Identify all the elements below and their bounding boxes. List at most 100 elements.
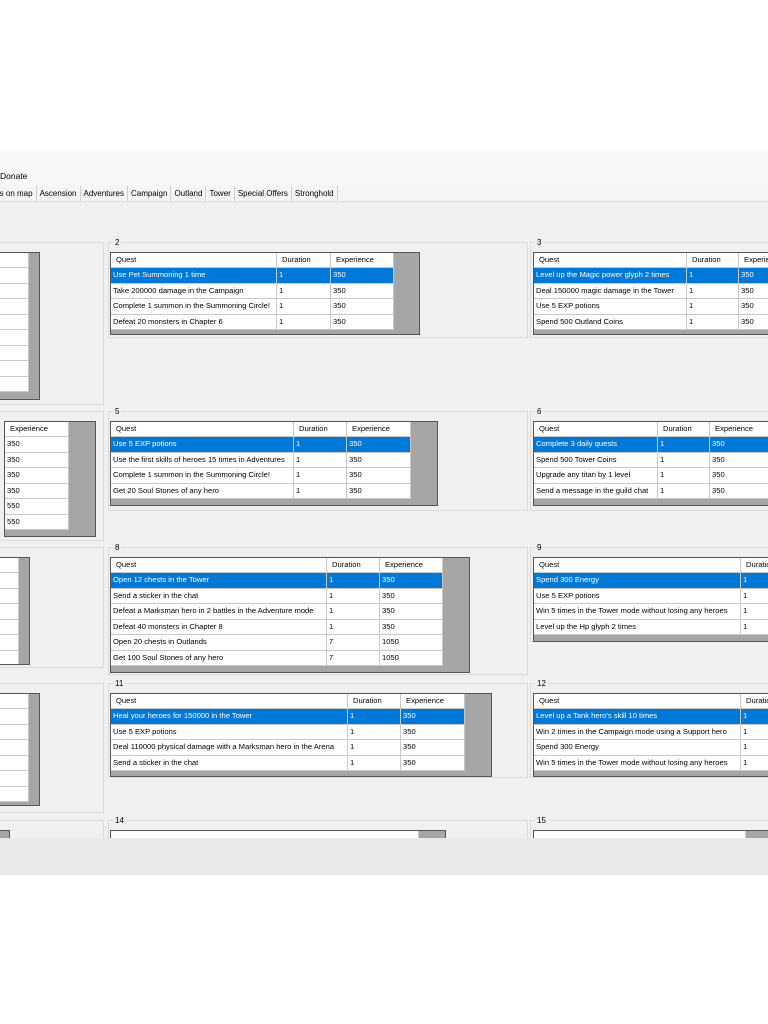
grid-cell[interactable]: Send a sticker in the chat [111,755,348,771]
grid-cell[interactable]: 350 [401,709,465,725]
tab[interactable]: Stronghold [292,186,338,201]
grid-cell[interactable]: 350 [739,268,768,284]
grid-cell[interactable]: 350 [401,724,465,740]
grid-cell[interactable]: Use 5 EXP potions [534,588,741,604]
grid-cell[interactable]: 350 [5,437,69,453]
grid-cell[interactable]: 350 [331,268,394,284]
grid-cell[interactable]: 1 [348,709,401,725]
grid-cell[interactable]: 1 [348,740,401,756]
grid-cell[interactable]: 350 [5,468,69,484]
grid-cell[interactable]: 1 [741,573,768,589]
grid-cell[interactable]: 350 [380,573,443,589]
grid-cell[interactable]: 350 [739,283,768,299]
grid-cell[interactable]: 1 [658,437,710,453]
grid-cell[interactable]: 1 [327,588,380,604]
grid-cell[interactable]: 350 [331,314,394,330]
grid-cell[interactable]: 350 [710,468,768,484]
grid-cell[interactable]: 1 [658,452,710,468]
grid-cell[interactable]: 350 [347,483,411,499]
grid-cell[interactable]: Complete 1 summon in the Summoning Circl… [111,299,277,315]
grid-cell[interactable]: 1 [741,604,768,620]
grid-cell[interactable]: Complete 1 summon in the Summoning Circl… [111,468,294,484]
grid-cell[interactable]: 1 [327,573,380,589]
grid-cell[interactable]: Spend 300 Energy [534,740,741,756]
tab[interactable]: Ascension [37,186,81,201]
grid-cell[interactable]: 350 [347,437,411,453]
grid-cell[interactable]: 1 [277,268,331,284]
grid-cell[interactable]: Defeat 40 monsters in Chapter 8 [111,619,327,635]
grid-cell[interactable]: 1 [741,619,768,635]
grid-cell[interactable]: Spend 500 Outland Coins [534,314,687,330]
grid-cell[interactable]: 1 [348,755,401,771]
grid-cell[interactable]: 1 [741,588,768,604]
grid-cell[interactable]: Complete 3 daily quests [534,437,658,453]
grid-cell[interactable]: Win 5 times in the Tower mode without lo… [534,604,741,620]
grid-cell[interactable]: Take 200000 damage in the Campaign [111,283,277,299]
grid-cell[interactable]: Level up the Magic power glyph 2 times [534,268,687,284]
grid-cell[interactable]: 1 [741,709,768,725]
grid-cell[interactable]: 1 [687,268,739,284]
grid-cell[interactable]: Use 5 EXP potions [534,299,687,315]
grid-cell[interactable]: 1 [741,724,768,740]
grid-cell[interactable]: 1 [294,483,347,499]
grid-cell[interactable]: Win 5 times in the Tower mode without lo… [534,755,741,771]
grid-cell[interactable]: 350 [401,755,465,771]
grid-cell[interactable]: 1 [327,619,380,635]
grid-cell[interactable]: Spend 300 Energy [534,573,741,589]
grid-cell[interactable]: 1 [687,314,739,330]
tab[interactable]: Adventures [81,186,128,201]
grid-cell[interactable]: 1 [277,283,331,299]
grid-cell[interactable]: Use 5 EXP potions [111,724,348,740]
grid-cell[interactable]: 1 [294,437,347,453]
grid-cell[interactable]: Send a message in the guild chat [534,483,658,499]
grid-cell[interactable]: 350 [380,619,443,635]
grid-cell[interactable]: Level up the Hp glyph 2 times [534,619,741,635]
grid-cell[interactable]: 350 [710,437,768,453]
grid-cell[interactable]: Deal 150000 magic damage in the Tower [534,283,687,299]
grid-cell[interactable]: 1 [658,483,710,499]
grid-cell[interactable]: 1 [294,452,347,468]
grid-cell[interactable]: 350 [710,483,768,499]
grid-cell[interactable]: 1 [294,468,347,484]
grid-cell[interactable]: Get 20 Soul Stones of any hero [111,483,294,499]
grid-cell[interactable]: Level up a Tank hero's skill 10 times [534,709,741,725]
grid-cell[interactable]: 350 [331,299,394,315]
tab[interactable]: Outland [171,186,207,201]
grid-cell[interactable]: 1 [348,724,401,740]
grid-cell[interactable]: 1 [741,740,768,756]
grid-cell[interactable]: 350 [347,452,411,468]
grid-cell[interactable]: Use the first skills of heroes 15 times … [111,452,294,468]
grid-cell[interactable]: 350 [401,740,465,756]
grid-cell[interactable]: 350 [739,299,768,315]
grid-cell[interactable]: Spend 500 Tower Coins [534,452,658,468]
grid-cell[interactable]: Send a sticker in the chat [111,588,327,604]
grid-cell[interactable]: 1 [687,299,739,315]
tab[interactable]: Campaign [128,186,172,201]
grid-cell[interactable]: 550 [5,499,69,515]
grid-cell[interactable]: 1050 [380,650,443,666]
grid-cell[interactable]: 1 [741,755,768,771]
grid-cell[interactable]: 1 [277,314,331,330]
grid-cell[interactable]: Defeat 20 monsters in Chapter 6 [111,314,277,330]
grid-cell[interactable]: 350 [739,314,768,330]
grid-cell[interactable]: 1 [687,283,739,299]
tab[interactable]: Tower [206,186,235,201]
menu-item[interactable]: Donate [0,171,28,181]
grid-cell[interactable]: 1050 [380,635,443,651]
grid-cell[interactable]: Use 5 EXP potions [111,437,294,453]
grid-cell[interactable]: 350 [347,468,411,484]
grid-cell[interactable]: Deal 110000 physical damage with a Marks… [111,740,348,756]
grid-cell[interactable]: 1 [327,604,380,620]
grid-cell[interactable]: 350 [5,483,69,499]
grid-cell[interactable]: 7 [327,635,380,651]
grid-cell[interactable]: Defeat a Marksman hero in 2 battles in t… [111,604,327,620]
grid-cell[interactable]: Win 2 times in the Campaign mode using a… [534,724,741,740]
grid-cell[interactable]: 350 [331,283,394,299]
grid-cell[interactable]: 550 [5,514,69,530]
grid-cell[interactable]: 350 [380,604,443,620]
grid-cell[interactable]: Heal your heroes for 150000 in the Tower [111,709,348,725]
tab[interactable]: Special Offers [235,186,292,201]
grid-cell[interactable]: Open 12 chests in the Tower [111,573,327,589]
grid-cell[interactable]: 7 [327,650,380,666]
grid-cell[interactable]: 1 [658,468,710,484]
